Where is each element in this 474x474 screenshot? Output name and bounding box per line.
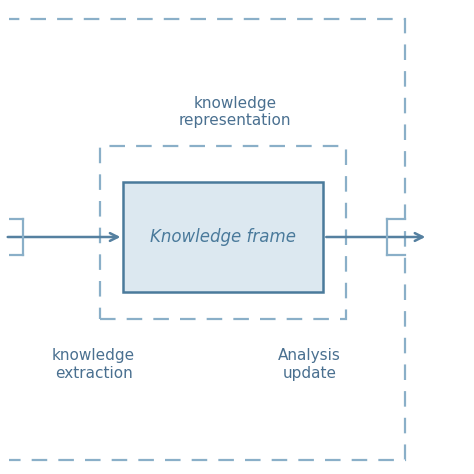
- Bar: [123, 182, 323, 292]
- Bar: [100, 146, 346, 319]
- Bar: [5, 18, 405, 460]
- Text: Analysis
update: Analysis update: [278, 348, 341, 381]
- Text: Knowledge frame: Knowledge frame: [150, 228, 296, 246]
- Text: knowledge
extraction: knowledge extraction: [52, 348, 135, 381]
- Text: knowledge
representation: knowledge representation: [179, 96, 291, 128]
